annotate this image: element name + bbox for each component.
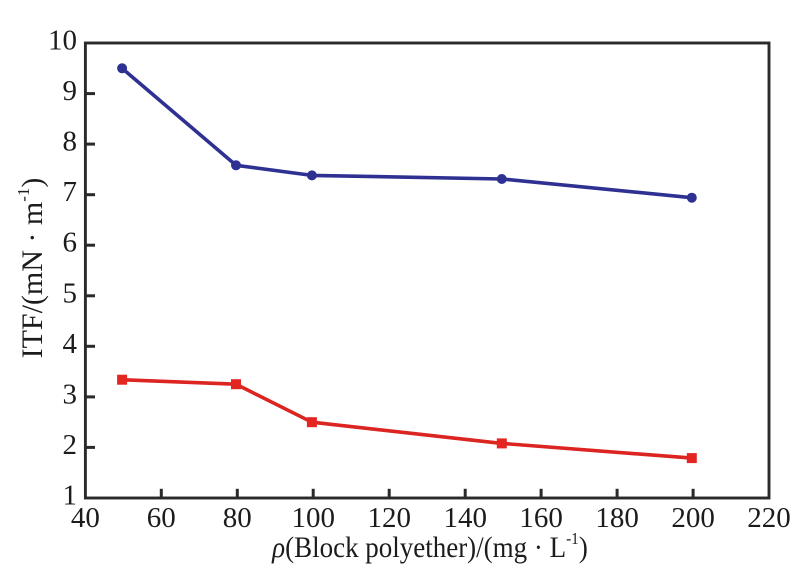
svg-text:2: 2 [63,429,78,461]
svg-text:140: 140 [443,502,487,534]
svg-text:100: 100 [291,502,335,534]
svg-text:5: 5 [63,277,78,309]
svg-text:160: 160 [519,502,563,534]
svg-text:9: 9 [63,75,78,107]
svg-text:4: 4 [63,328,78,360]
svg-text:200: 200 [671,502,715,534]
svg-text:1: 1 [63,480,78,512]
svg-text:40: 40 [71,502,100,534]
svg-text:3: 3 [63,378,78,410]
svg-text:80: 80 [223,502,252,534]
svg-text:ITF/(mN · m-1): ITF/(mN · m-1) [14,178,49,359]
svg-text:60: 60 [147,502,176,534]
svg-text:10: 10 [48,25,77,57]
svg-text:120: 120 [367,502,411,534]
svg-text:220: 220 [747,502,791,534]
svg-text:8: 8 [63,126,78,158]
svg-text:7: 7 [63,176,78,208]
svg-text:ρ(Block polyether)/(mg · L-1): ρ(Block polyether)/(mg · L-1) [271,530,588,564]
svg-text:180: 180 [595,502,639,534]
svg-text:6: 6 [63,227,78,259]
